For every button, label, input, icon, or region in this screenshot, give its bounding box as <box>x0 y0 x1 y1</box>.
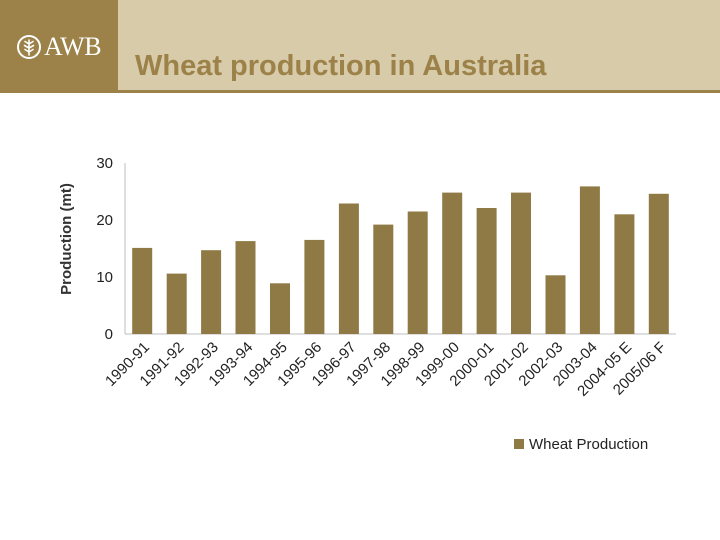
bar <box>579 186 600 334</box>
logo: AWB <box>0 0 118 93</box>
bar <box>648 193 669 334</box>
y-tick-label: 30 <box>96 155 113 172</box>
bar <box>166 273 187 334</box>
bar <box>132 247 153 334</box>
legend-label: Wheat Production <box>529 436 648 453</box>
page-title: Wheat production in Australia <box>135 50 547 82</box>
y-tick-label: 20 <box>96 212 113 229</box>
bar <box>270 283 290 334</box>
bar <box>338 203 359 334</box>
bar <box>614 214 635 334</box>
bar-series <box>132 186 669 334</box>
logo-text: AWB <box>43 31 102 61</box>
bar <box>476 208 497 334</box>
wheat-emblem-icon <box>16 34 41 59</box>
bar <box>407 211 428 334</box>
y-axis-ticks: 0 10 20 30 <box>96 155 113 343</box>
bar-chart: Production (mt) 0 10 20 30 1990-911991-9219… <box>58 155 676 453</box>
x-axis-labels: 1990-911991-921992-931993-941994-951995-… <box>102 339 670 400</box>
legend: Wheat Production <box>514 436 648 453</box>
bar <box>201 250 222 334</box>
bar <box>304 239 325 334</box>
y-axis-title: Production (mt) <box>58 183 75 295</box>
bar <box>235 241 256 334</box>
title-bar: Wheat production in Australia <box>118 0 720 93</box>
bar <box>545 275 566 334</box>
y-tick-label: 0 <box>105 326 113 343</box>
legend-swatch <box>514 439 524 449</box>
bar <box>373 224 394 334</box>
bar <box>511 192 531 334</box>
y-tick-label: 10 <box>96 269 113 286</box>
bar <box>442 192 463 334</box>
